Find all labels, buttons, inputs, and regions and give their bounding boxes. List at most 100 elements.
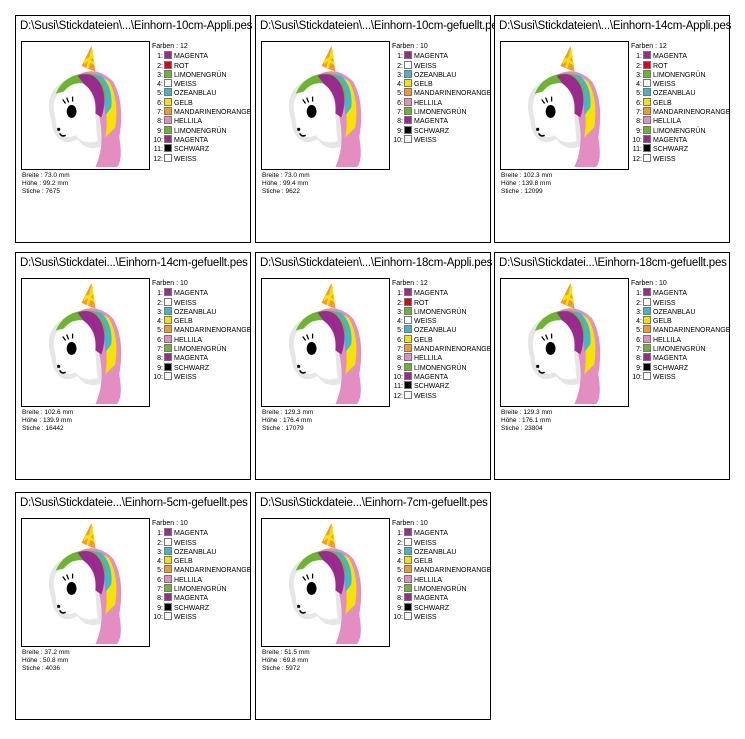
color-index: 3: (397, 71, 403, 79)
color-index: 5: (636, 327, 642, 335)
colors-label: Farben : 10 (392, 43, 428, 50)
color-index: 8: (636, 118, 642, 126)
color-name: OZEANBLAU (174, 308, 217, 316)
color-row: 9: SCHWARZ (392, 602, 491, 612)
color-index: 2: (636, 62, 642, 70)
color-name: MAGENTA (653, 53, 688, 61)
color-index: 3: (157, 308, 163, 316)
color-index: 1: (397, 53, 403, 61)
color-swatch (164, 574, 172, 583)
color-swatch (643, 134, 651, 143)
colors-label: Farben : 10 (152, 520, 188, 527)
file-card: D:\Susi\Stickdatei...\Einhorn-18cm-gefue… (494, 252, 730, 480)
color-swatch (404, 288, 412, 297)
color-swatch (404, 371, 412, 380)
color-row: 3: OZEANBLAU (152, 546, 251, 556)
color-index: 5: (397, 567, 403, 575)
height: Höhe : 50.8 mm (22, 657, 69, 665)
color-index: 10: (632, 373, 642, 381)
color-swatch (404, 69, 412, 78)
color-row: 7: LIMONENGRÜN (631, 344, 730, 353)
color-index: 5: (157, 567, 163, 575)
color-name: MAGENTA (653, 290, 688, 298)
color-swatch (164, 107, 172, 116)
color-swatch (404, 611, 412, 620)
color-index: 10: (632, 136, 642, 144)
color-name: WEISS (174, 299, 197, 307)
color-swatch (164, 97, 172, 106)
color-swatch (404, 316, 412, 325)
color-index: 8: (157, 355, 163, 363)
color-name: OZEANBLAU (653, 90, 696, 98)
color-row: 2: ROT (392, 297, 491, 307)
color-name: LIMONENGRÜN (414, 308, 467, 316)
color-swatch (164, 528, 172, 537)
color-swatch (164, 611, 172, 620)
color-index: 8: (397, 355, 403, 363)
color-name: MANDARINENORANGE (414, 346, 492, 354)
color-swatch (404, 565, 412, 574)
color-swatch (404, 381, 412, 390)
color-name: ROT (653, 62, 668, 70)
color-row: 5: MANDARINENORANGE (631, 325, 730, 334)
color-index: 4: (157, 318, 163, 326)
color-name: MAGENTA (174, 530, 209, 538)
height: Höhe : 139.8 mm (501, 180, 551, 188)
color-swatch (164, 546, 172, 555)
color-name: OZEANBLAU (414, 548, 457, 556)
unicorn-image (501, 279, 628, 406)
file-title: D:\Susi\Stickdateie...\Einhorn-5cm-gefue… (20, 497, 248, 509)
color-row: 4: GELB (631, 316, 730, 325)
color-name: LIMONENGRÜN (653, 127, 706, 135)
color-name: SCHWARZ (414, 127, 450, 135)
color-swatch (404, 593, 412, 602)
height: Höhe : 176.1 mm (501, 417, 551, 425)
color-name: HELLILA (414, 355, 443, 363)
color-name: HELLILA (653, 336, 682, 344)
color-index: 9: (157, 127, 163, 135)
color-index: 5: (157, 327, 163, 335)
color-index: 7: (157, 346, 163, 354)
color-row: 5: OZEANBLAU (631, 88, 730, 97)
color-index: 12: (632, 155, 642, 163)
file-card: D:\Susi\Stickdateien\...\Einhorn-10cm-Ap… (15, 15, 252, 243)
color-name: GELB (174, 99, 193, 107)
color-index: 9: (397, 604, 403, 612)
color-row: 7: MANDARINENORANGE (392, 344, 491, 353)
color-name: WEISS (174, 81, 197, 89)
color-name: ROT (174, 62, 189, 70)
color-swatch (164, 556, 172, 565)
file-title: D:\Susi\Stickdateie...\Einhorn-7cm-gefue… (260, 497, 488, 509)
color-index: 6: (157, 576, 163, 584)
color-name: MANDARINENORANGE (174, 109, 252, 117)
color-swatch (643, 297, 651, 306)
color-index: 2: (397, 539, 403, 547)
color-name: WEISS (174, 155, 197, 163)
preview (261, 41, 390, 170)
color-index: 7: (157, 109, 163, 117)
color-row: 10: WEISS (152, 611, 251, 621)
colors-label: Farben : 10 (392, 520, 428, 527)
color-name: HELLILA (174, 118, 203, 126)
color-row: 8: HELLILA (631, 116, 730, 125)
color-row: 8: MAGENTA (392, 593, 491, 602)
color-swatch (164, 371, 172, 380)
color-row: 5: MANDARINENORANGE (392, 565, 491, 574)
color-swatch (643, 371, 651, 380)
color-row: 4: WEISS (152, 79, 251, 88)
color-name: WEISS (653, 299, 676, 307)
color-name: WEISS (653, 81, 676, 89)
color-index: 7: (397, 586, 403, 594)
color-name: HELLILA (174, 336, 203, 344)
color-row: 2: WEISS (152, 297, 251, 307)
color-index: 3: (157, 548, 163, 556)
color-name: LIMONENGRÜN (174, 71, 227, 79)
color-name: GELB (174, 318, 193, 326)
color-list: Farben : 10 1: MAGENTA 2: WEISS 3: OZEANBLAU 4:… (631, 279, 730, 381)
color-index: 3: (397, 548, 403, 556)
color-swatch (164, 344, 172, 353)
color-name: MAGENTA (653, 136, 688, 144)
color-row: 10: MAGENTA (631, 134, 730, 144)
color-swatch (164, 602, 172, 611)
color-index: 11: (632, 146, 642, 154)
